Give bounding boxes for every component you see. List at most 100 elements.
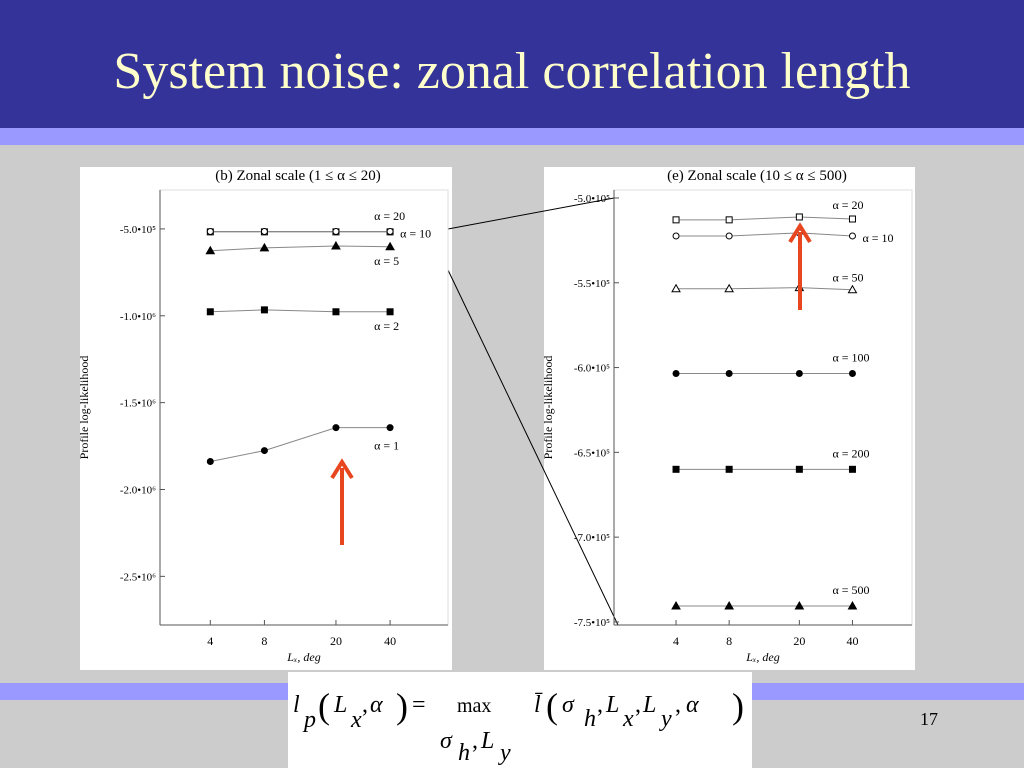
eq-sym: α	[370, 692, 383, 718]
point	[671, 600, 681, 610]
y-tick-label: -2.5•10⁶	[120, 571, 156, 583]
point	[386, 228, 394, 236]
eq-paren: (	[318, 686, 330, 726]
series-line	[676, 216, 853, 221]
eq-paren: )	[396, 686, 408, 726]
y-tick-label: -1.5•10⁶	[120, 398, 156, 410]
point	[386, 308, 394, 316]
point	[795, 369, 803, 377]
eq-sub: x	[350, 707, 362, 733]
eq-sym: L	[642, 692, 656, 718]
x-tick-label: 4	[673, 634, 679, 648]
point	[795, 465, 803, 473]
eq-op: max	[457, 695, 491, 717]
eq-sym: σ	[440, 728, 453, 754]
series-line	[210, 427, 391, 463]
series-label: α = 5	[374, 254, 399, 268]
chart: (e) Zonal scale (10 ≤ α ≤ 500) -5.0•10⁵ -5…	[541, 168, 913, 664]
point	[725, 369, 733, 377]
chart-title: (b) Zonal scale (1 ≤ α ≤ 20)	[215, 168, 381, 184]
series-label: α = 10	[400, 227, 431, 241]
eq-sub: p	[302, 707, 316, 733]
point	[672, 216, 680, 224]
point	[205, 245, 216, 255]
point	[259, 242, 270, 252]
y-tick-label: -7.5•10⁵	[574, 617, 610, 629]
point	[848, 369, 856, 377]
series-label: α = 200	[832, 446, 869, 460]
point	[725, 232, 733, 240]
arrow-head	[788, 222, 812, 244]
title-bar	[0, 0, 1024, 128]
point	[332, 308, 340, 316]
eq-sym: ,	[472, 728, 478, 754]
equation: l p ( L x , α ) = max σ h , L y l̄ ( σ h…	[293, 686, 744, 766]
chart-title: (e) Zonal scale (10 ≤ α ≤ 500)	[667, 168, 847, 184]
arrow-head	[330, 458, 354, 480]
y-axis-label: Profile log-likelihood	[541, 356, 555, 460]
series-label: α = 20	[832, 198, 863, 212]
point	[724, 600, 735, 610]
point	[795, 213, 803, 221]
eq-sym: =	[412, 692, 426, 718]
y-tick-label: -2.0•10⁶	[120, 484, 156, 496]
eq-sym: l̄	[534, 692, 543, 718]
point	[386, 424, 394, 432]
x-tick-label: 8	[726, 634, 732, 648]
eq-sym: ,	[362, 692, 368, 718]
y-tick-label: -5.0•10⁵	[574, 193, 610, 205]
point	[672, 232, 680, 240]
x-axis-label: Lₓ, deg	[286, 650, 320, 664]
point	[725, 216, 733, 224]
point	[794, 600, 805, 610]
eq-sub: y	[659, 706, 672, 732]
x-tick-label: 20	[330, 634, 342, 648]
point	[206, 308, 214, 316]
point	[847, 284, 858, 294]
y-tick-label: -1.0•10⁶	[120, 311, 156, 323]
y-tick-label: -5.0•10⁵	[120, 224, 156, 236]
point	[725, 465, 733, 473]
point	[260, 447, 268, 455]
eq-sym: l	[293, 692, 300, 718]
x-tick-label: 8	[261, 634, 267, 648]
point	[848, 215, 856, 223]
series-line	[676, 287, 853, 291]
eq-sub: x	[622, 706, 634, 732]
y-tick-label: -6.0•10⁵	[574, 363, 610, 375]
point	[671, 283, 681, 293]
page-number: 17	[920, 709, 938, 729]
eq-paren: )	[732, 686, 744, 726]
chart-panel	[80, 167, 452, 670]
series-label: α = 1	[374, 439, 399, 453]
point	[848, 232, 856, 240]
point	[672, 465, 680, 473]
chart-panel	[544, 167, 915, 670]
y-axis-label: Profile log-likelihood	[77, 356, 91, 460]
series-label: α = 20	[374, 209, 405, 223]
series-label: α = 500	[832, 583, 869, 597]
series-label: α = 10	[862, 231, 893, 245]
slide-title: System noise: zonal correlation length	[113, 43, 910, 100]
series-label: α = 100	[832, 350, 869, 364]
eq-sym: L	[333, 692, 347, 718]
y-tick-label: -5.5•10⁵	[574, 278, 610, 290]
eq-sym: ,	[597, 692, 603, 718]
x-tick-label: 40	[846, 634, 858, 648]
x-tick-label: 40	[384, 634, 396, 648]
zoom-line	[447, 269, 619, 626]
eq-sym: ,	[675, 692, 681, 718]
point	[672, 369, 680, 377]
eq-sub: y	[498, 740, 511, 766]
eq-sym: α	[686, 692, 699, 718]
point	[332, 424, 340, 432]
series-label: α = 50	[832, 271, 863, 285]
eq-paren: (	[546, 686, 558, 726]
point	[260, 228, 268, 236]
point	[206, 228, 214, 236]
equation-box	[288, 672, 752, 768]
series-line	[210, 309, 391, 313]
series-line	[210, 245, 391, 252]
point	[332, 228, 340, 236]
